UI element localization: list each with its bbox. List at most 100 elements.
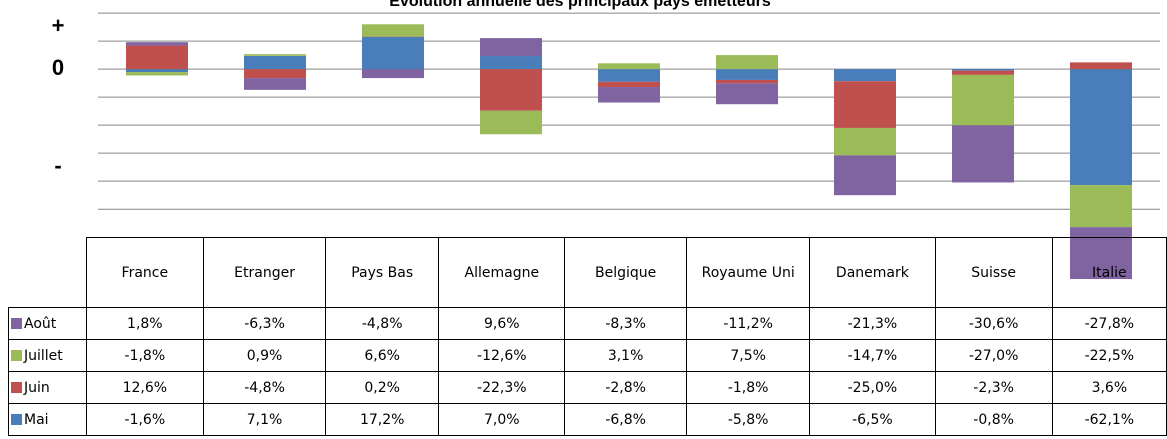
value-label: 1,8% xyxy=(85,307,205,340)
category-label: Etranger xyxy=(203,237,326,308)
chart-title: Evolution annuelle des principaux pays é… xyxy=(389,0,771,10)
bar-segment xyxy=(362,36,424,70)
value-label: -5,8% xyxy=(686,403,811,436)
value-label: -6,5% xyxy=(809,403,936,436)
bar-segment xyxy=(480,110,542,135)
bar-segment xyxy=(716,79,778,84)
value-label: -6,8% xyxy=(564,403,688,436)
value-label: -21,3% xyxy=(809,307,936,340)
bar-segment xyxy=(480,38,542,57)
bar-segment xyxy=(834,155,896,196)
table-corner xyxy=(8,237,87,308)
legend-entry: Août xyxy=(8,307,87,340)
bar-segment xyxy=(244,78,306,90)
value-label: -4,8% xyxy=(324,307,440,340)
value-label: -11,2% xyxy=(686,307,811,340)
value-label: 3,6% xyxy=(1051,371,1167,404)
bar-segment xyxy=(598,63,660,70)
y-tick-label: 0 xyxy=(52,55,64,80)
value-label: 7,0% xyxy=(438,403,566,436)
legend-label: Juin xyxy=(24,379,50,396)
value-label: -27,0% xyxy=(934,339,1053,372)
y-tick-label: + xyxy=(52,13,65,38)
table-row: France Etranger Pays Bas Allemagne Belgique R… xyxy=(8,237,1167,308)
value-label: -1,6% xyxy=(85,403,205,436)
bar-segment xyxy=(362,24,424,37)
bar-segment xyxy=(244,54,306,56)
bar-segment xyxy=(834,127,896,156)
value-label: -2,8% xyxy=(564,371,688,404)
legend-swatch xyxy=(11,349,22,361)
value-label: 7,5% xyxy=(686,339,811,372)
bar-segment xyxy=(598,87,660,103)
bar-segment xyxy=(126,72,188,76)
value-label: -4,8% xyxy=(203,371,326,404)
bar-segment xyxy=(952,69,1014,71)
category-label: Italie xyxy=(1051,237,1167,308)
bar-segment xyxy=(480,69,542,111)
bar-segment xyxy=(126,42,188,46)
value-label: -1,8% xyxy=(686,371,811,404)
category-label: Danemark xyxy=(809,237,936,308)
bar-segment xyxy=(716,55,778,70)
legend-swatch xyxy=(11,317,22,329)
legend-swatch xyxy=(11,413,22,425)
bar-segment xyxy=(1070,185,1132,228)
value-label: -1,8% xyxy=(85,339,205,372)
value-label: -8,3% xyxy=(564,307,688,340)
value-label: -22,5% xyxy=(1051,339,1167,372)
category-label: Belgique xyxy=(564,237,688,308)
bar-segment xyxy=(244,55,306,70)
value-label: -62,1% xyxy=(1051,403,1167,436)
category-label: France xyxy=(85,237,205,308)
value-label: -2,3% xyxy=(934,371,1053,404)
category-label: Suisse xyxy=(934,237,1053,308)
legend-entry: Juillet xyxy=(8,339,87,372)
value-label: -30,6% xyxy=(934,307,1053,340)
value-label: 17,2% xyxy=(324,403,440,436)
value-label: -14,7% xyxy=(809,339,936,372)
bar-segment xyxy=(716,83,778,105)
bar-segment xyxy=(952,125,1014,183)
table-row: Juin 12,6% -4,8% 0,2% -22,3% -2,8% -1,8% -25,0%… xyxy=(8,371,1167,404)
legend-entry: Juin xyxy=(8,371,87,404)
y-tick-label: - xyxy=(54,153,61,178)
data-table: France Etranger Pays Bas Allemagne Belgique R… xyxy=(8,237,1167,436)
bar-segment xyxy=(952,74,1014,126)
value-label: 0,2% xyxy=(324,371,440,404)
category-label: Pays Bas xyxy=(324,237,440,308)
value-label: -6,3% xyxy=(203,307,326,340)
value-label: -27,8% xyxy=(1051,307,1167,340)
value-label: 9,6% xyxy=(438,307,566,340)
value-label: 12,6% xyxy=(85,371,205,404)
bar-segment xyxy=(480,56,542,70)
bar-segment xyxy=(126,69,188,73)
bar-segment xyxy=(834,81,896,128)
bar-segment xyxy=(598,81,660,88)
category-label: Allemagne xyxy=(438,237,566,308)
bar-segment xyxy=(598,69,660,82)
bar-segment xyxy=(362,69,424,79)
legend-label: Août xyxy=(24,315,57,332)
value-label: -22,3% xyxy=(438,371,566,404)
value-label: 7,1% xyxy=(203,403,326,436)
value-label: -12,6% xyxy=(438,339,566,372)
table-row: Juillet -1,8% 0,9% 6,6% -12,6% 3,1% 7,5% -14,7%… xyxy=(8,339,1167,372)
legend-label: Mai xyxy=(24,411,49,428)
bar-segment xyxy=(834,69,896,82)
table-row: Mai -1,6% 7,1% 17,2% 7,0% -6,8% -5,8% -6,5% -0,8… xyxy=(8,403,1167,436)
bar-segment xyxy=(126,45,188,70)
legend-label: Juillet xyxy=(24,347,63,364)
bar-segment xyxy=(1070,69,1132,186)
table-row: Août 1,8% -6,3% -4,8% 9,6% -8,3% -11,2% -21,3% -… xyxy=(8,307,1167,340)
value-label: -0,8% xyxy=(934,403,1053,436)
legend-swatch xyxy=(11,381,22,393)
value-label: 6,6% xyxy=(324,339,440,372)
legend-entry: Mai xyxy=(8,403,87,436)
value-label: 3,1% xyxy=(564,339,688,372)
value-label: -25,0% xyxy=(809,371,936,404)
bar-segment xyxy=(244,69,306,79)
bar-segment xyxy=(1070,62,1132,70)
